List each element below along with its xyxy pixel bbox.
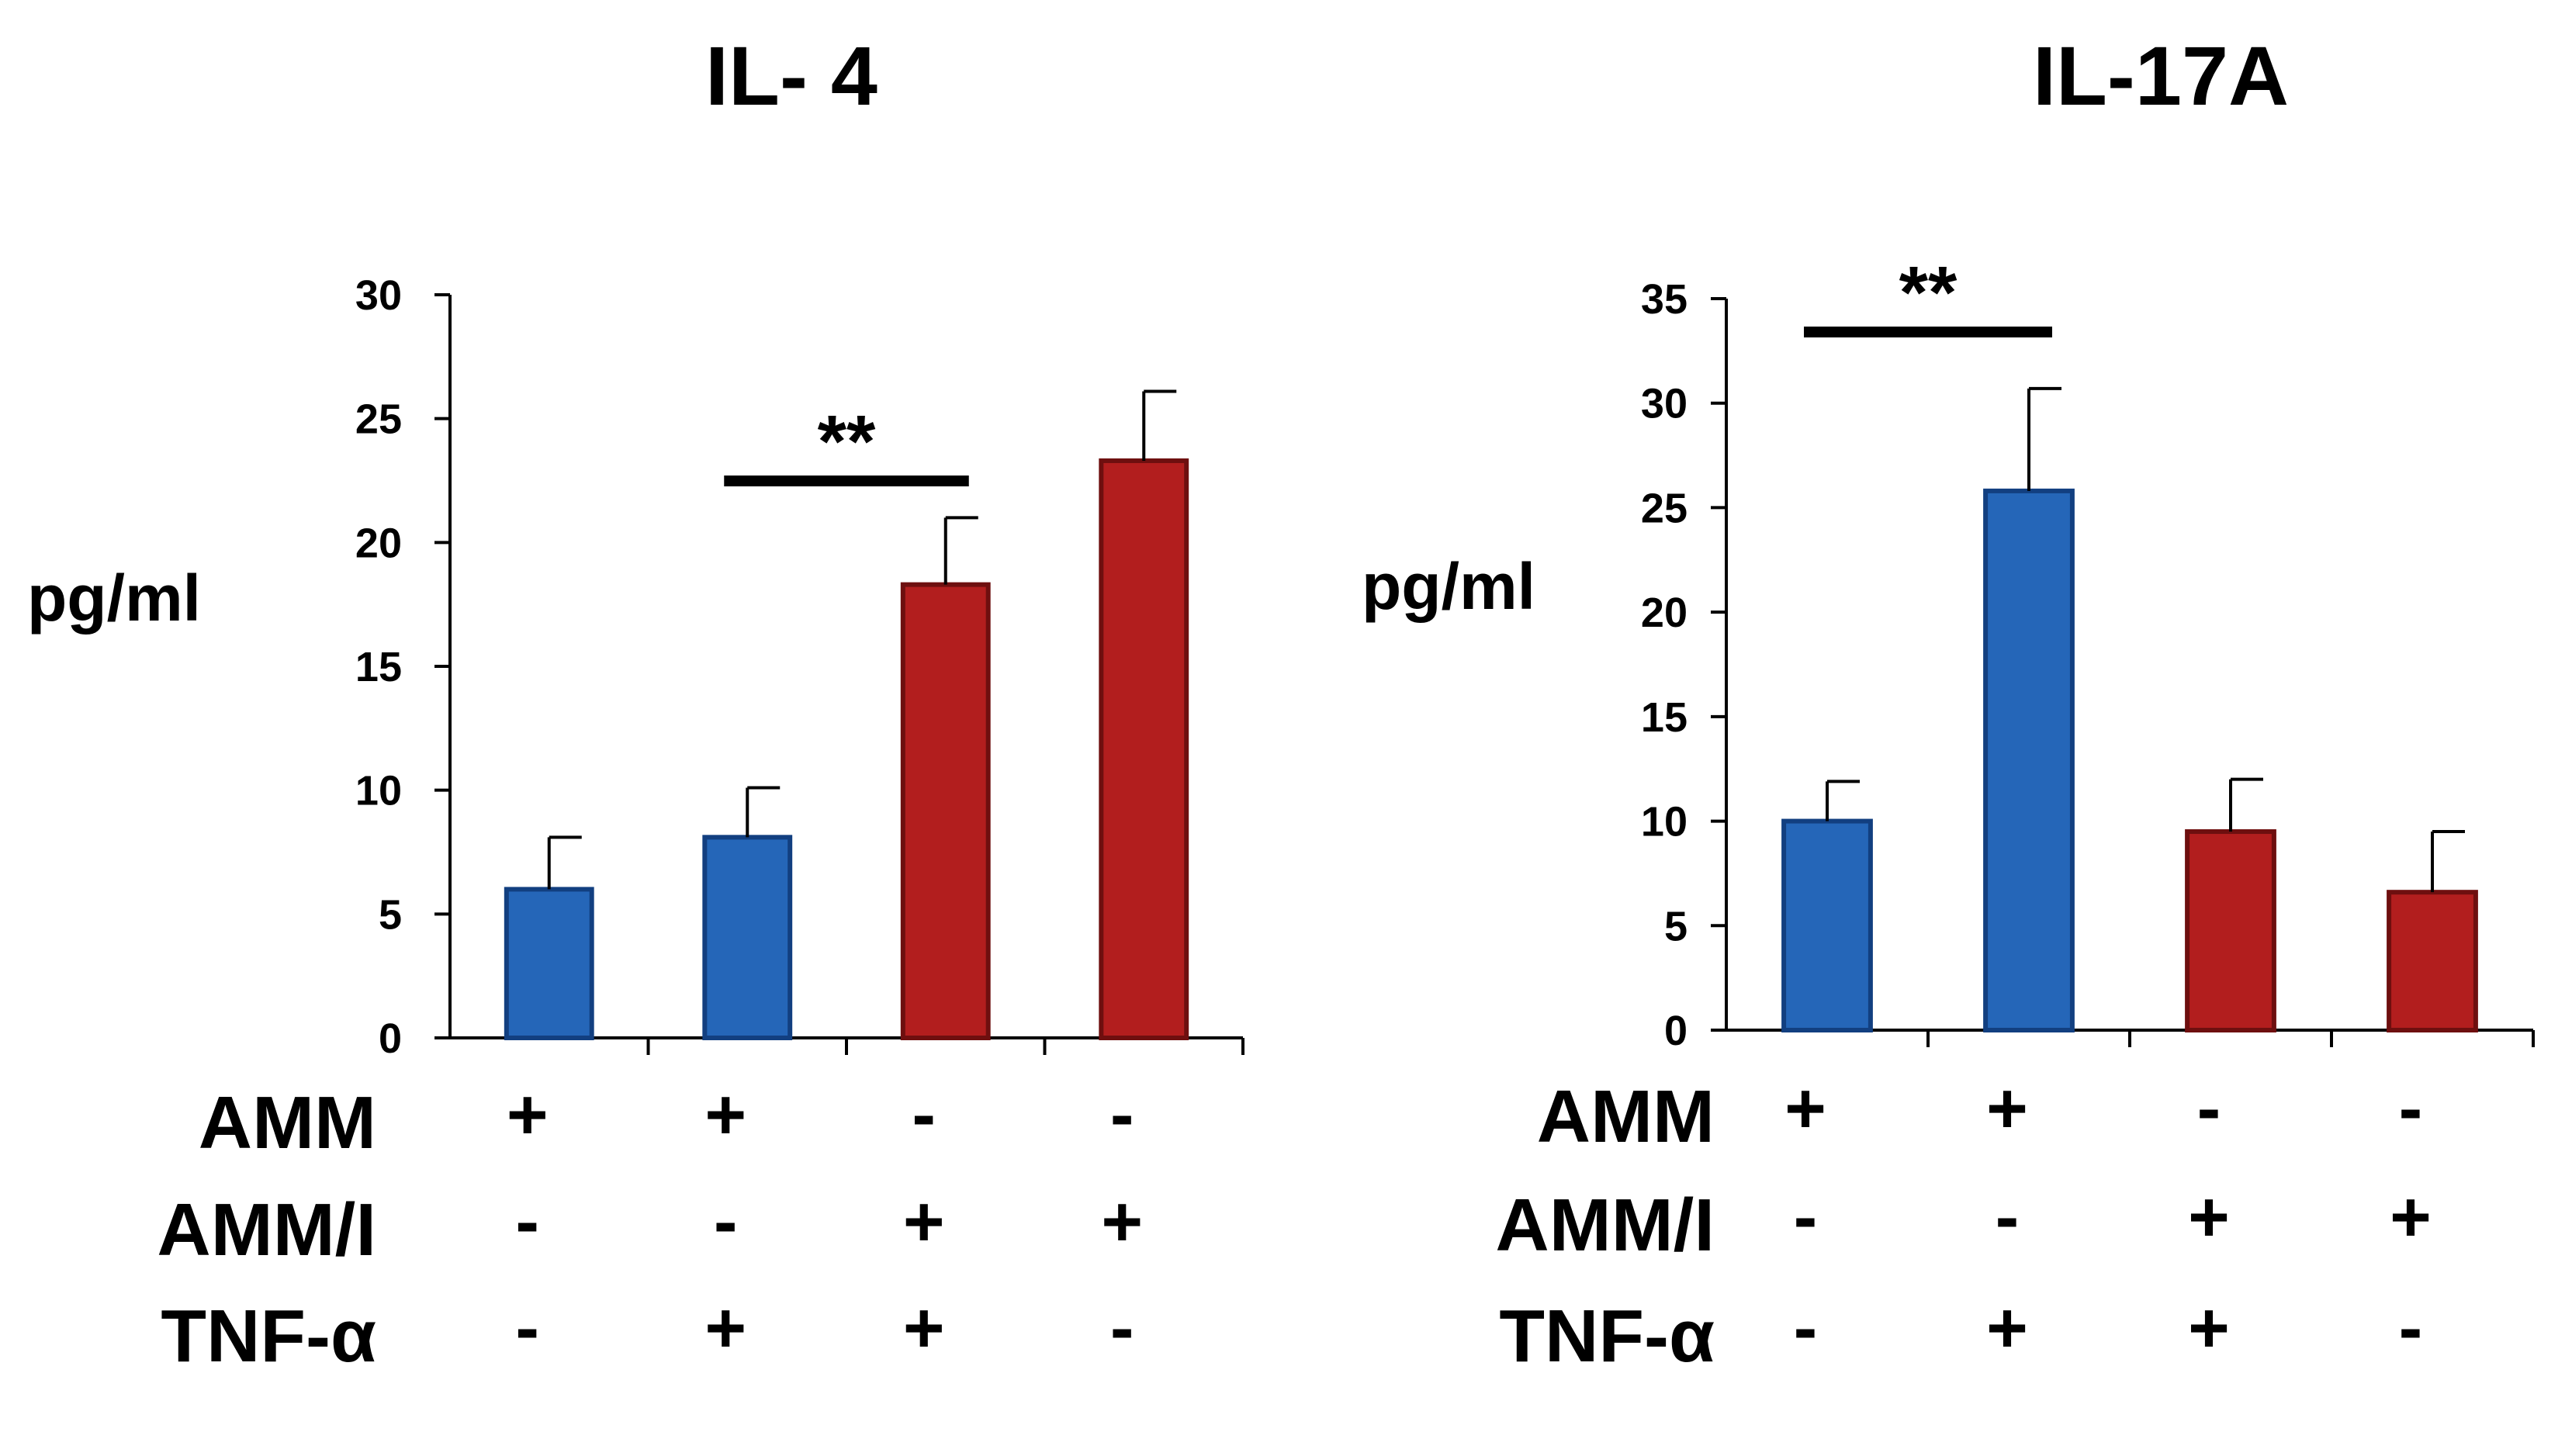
y-tick-label: 10	[355, 768, 402, 814]
chart-title: IL-17A	[2033, 29, 2289, 123]
y-tick-label: 35	[1641, 276, 1688, 323]
condition-sign: -	[1110, 1075, 1134, 1154]
condition-label: TNF-α	[1499, 1295, 1715, 1378]
y-tick-label: 25	[355, 396, 402, 443]
chart-il4: IL- 4 pg/ml 0 5 10 15 20 25 30 ** AMM + + - - AMM/I - -…	[27, 29, 1244, 1378]
condition-sign: +	[2188, 1288, 2230, 1368]
condition-sign: -	[2197, 1069, 2221, 1148]
condition-sign: +	[2390, 1178, 2432, 1257]
y-tick-label: 30	[355, 272, 402, 319]
condition-sign: -	[1794, 1288, 1818, 1368]
y-axis-label: pg/ml	[27, 562, 201, 635]
condition-sign: +	[2188, 1178, 2230, 1257]
condition-sign: -	[1794, 1178, 1818, 1257]
condition-label: AMM/I	[157, 1188, 376, 1271]
condition-label: AMM	[1537, 1075, 1715, 1158]
bar	[900, 582, 991, 1040]
bar	[2387, 890, 2478, 1032]
condition-sign: -	[912, 1075, 936, 1154]
y-tick-label: 15	[1641, 694, 1688, 741]
condition-sign: -	[1996, 1178, 2020, 1257]
y-tick-label: 5	[379, 891, 402, 938]
condition-sign: +	[704, 1075, 746, 1154]
y-tick-label: 20	[1641, 590, 1688, 636]
significance-label: **	[818, 400, 876, 483]
condition-sign: -	[1110, 1288, 1134, 1368]
y-tick-label: 20	[355, 520, 402, 566]
condition-sign: +	[1101, 1182, 1143, 1261]
condition-sign: -	[2399, 1288, 2423, 1368]
condition-label: AMM/I	[1495, 1184, 1715, 1267]
condition-sign: -	[2399, 1069, 2423, 1148]
condition-sign: +	[903, 1288, 945, 1368]
bar	[1983, 488, 2075, 1032]
y-tick-label: 5	[1664, 903, 1688, 949]
significance-label: **	[1899, 251, 1958, 334]
condition-sign: +	[903, 1182, 945, 1261]
condition-sign: -	[515, 1182, 539, 1261]
condition-sign: +	[1986, 1288, 2028, 1368]
condition-sign: +	[1986, 1069, 2028, 1148]
condition-sign: -	[714, 1182, 738, 1261]
y-tick-label: 0	[1664, 1008, 1688, 1054]
bar	[2185, 829, 2276, 1032]
chart-title: IL- 4	[705, 29, 878, 123]
bar	[702, 835, 793, 1040]
condition-label: AMM	[199, 1081, 376, 1164]
condition-sign: +	[704, 1288, 746, 1368]
y-tick-label: 10	[1641, 799, 1688, 846]
condition-sign: -	[515, 1288, 539, 1368]
bar	[1781, 818, 1873, 1032]
condition-label: TNF-α	[161, 1295, 376, 1378]
y-axis-label: pg/ml	[1362, 550, 1535, 623]
condition-sign: +	[507, 1075, 549, 1154]
y-tick-label: 25	[1641, 485, 1688, 531]
y-tick-label: 30	[1641, 381, 1688, 427]
y-tick-label: 0	[379, 1015, 402, 1062]
y-tick-label: 15	[355, 644, 402, 690]
condition-sign: +	[1784, 1069, 1826, 1148]
bar	[1099, 458, 1189, 1040]
bar	[504, 887, 594, 1041]
